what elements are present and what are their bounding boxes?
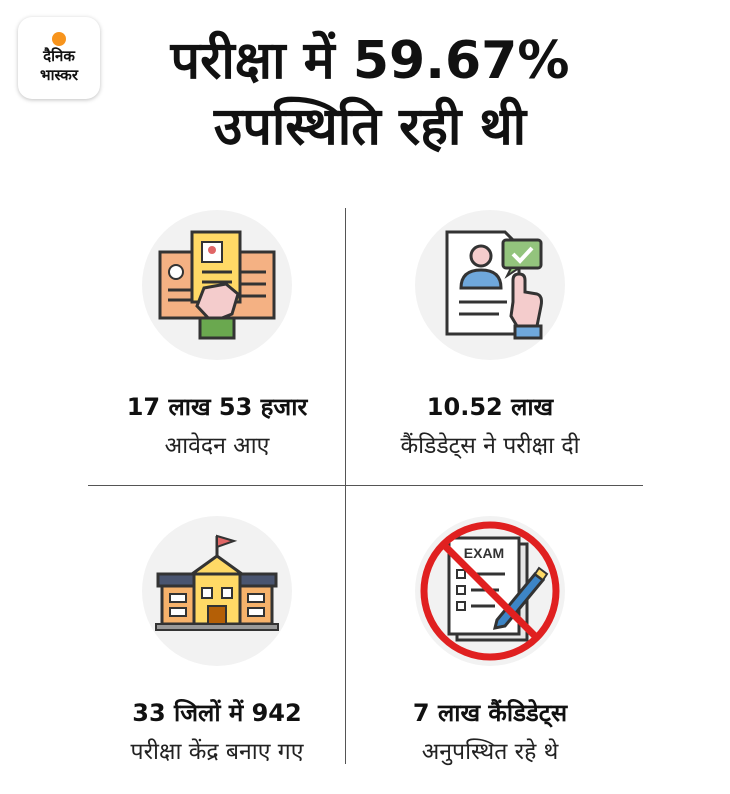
logo-line-1: दैनिक [43,47,75,65]
brand-logo: दैनिक भास्कर [18,17,100,99]
no-exam-icon: EXAM [415,516,565,666]
stat-appeared-subtitle: कैंडिडेट्स ने परीक्षा दी [400,433,580,459]
logo-line-2: भास्कर [40,66,78,84]
exam-center-building-icon [142,516,292,666]
horizontal-divider [88,485,643,486]
headline: परीक्षा में 59.67% उपस्थिति रही थी [170,31,570,157]
stat-absent-title: 7 लाख कैंडिडेट्स [412,699,568,727]
exam-sheet-label: EXAM [464,545,504,561]
stat-appeared-title: 10.52 लाख [426,393,554,421]
application-cards-icon [142,210,292,360]
candidate-exam-icon [415,210,565,360]
stat-centers-title: 33 जिलों में 942 [132,699,302,727]
stat-centers-subtitle: परीक्षा केंद्र बनाए गए [130,739,304,765]
vertical-divider [345,208,346,764]
stat-absent-subtitle: अनुपस्थित रहे थे [421,739,559,765]
stat-applications-subtitle: आवेदन आए [164,433,270,459]
stat-applications-title: 17 लाख 53 हजार [126,393,308,421]
sun-icon [52,32,66,46]
